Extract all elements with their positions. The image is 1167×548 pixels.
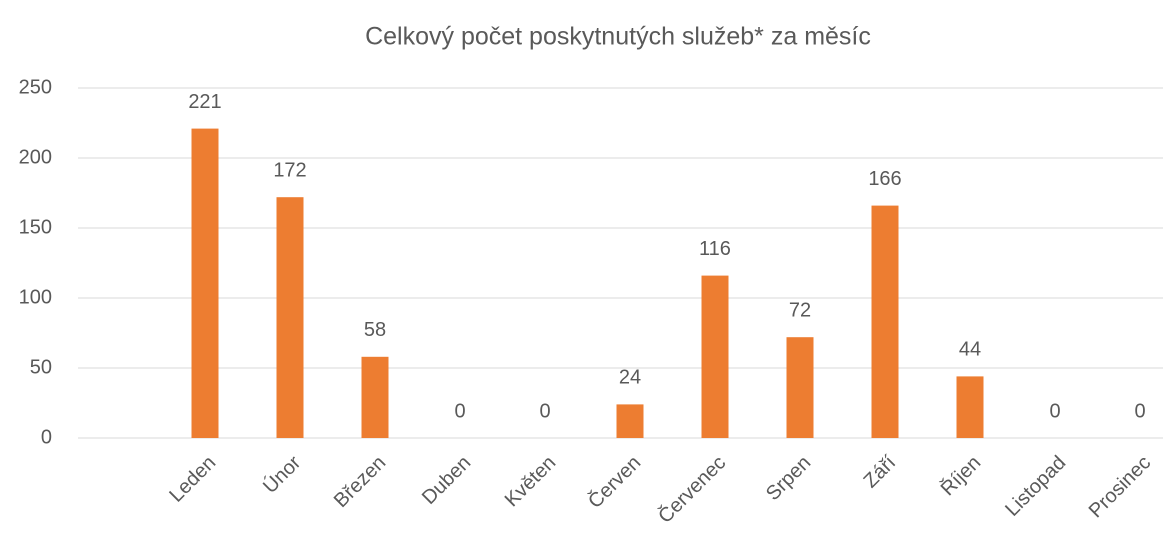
x-tick-label: Únor [258,451,305,498]
x-tick-label: Leden [165,452,220,507]
data-label: 58 [364,319,386,341]
data-label: 172 [273,159,306,181]
bar [871,205,899,438]
data-label: 0 [454,400,465,422]
bar [956,376,984,438]
chart-title: Celkový počet poskytnutých služeb* za mě… [365,23,871,51]
bar [786,337,814,438]
data-label: 0 [539,400,550,422]
data-label: 24 [619,367,641,389]
data-label: 0 [1134,400,1145,422]
x-tick-label: Červen [583,451,645,513]
data-label: 0 [1049,400,1060,422]
data-label: 72 [789,299,811,321]
y-tick-label: 250 [19,76,52,98]
x-tick-label: Květen [501,452,561,512]
data-label: 166 [868,168,901,190]
x-tick-label: Červenec [653,451,730,528]
y-tick-label: 200 [19,146,52,168]
x-tick-label: Listopad [1001,452,1070,521]
x-tick-label: Říjen [936,451,985,500]
bar [191,128,219,438]
x-tick-label: Září [860,451,901,492]
y-tick-label: 0 [41,426,52,448]
y-tick-label: 150 [19,216,52,238]
data-label: 44 [959,339,981,361]
bar [701,275,729,438]
x-tick-label: Prosinec [1085,452,1156,523]
x-tick-label: Srpen [762,452,815,505]
x-tick-label: Duben [418,452,475,509]
x-tick-label: Březen [330,452,390,512]
y-tick-label: 100 [19,286,52,308]
data-label: 116 [699,238,731,260]
bar [276,197,304,438]
bar [361,356,389,438]
data-label: 221 [188,91,221,113]
y-tick-label: 50 [30,356,52,378]
bar [616,404,644,438]
